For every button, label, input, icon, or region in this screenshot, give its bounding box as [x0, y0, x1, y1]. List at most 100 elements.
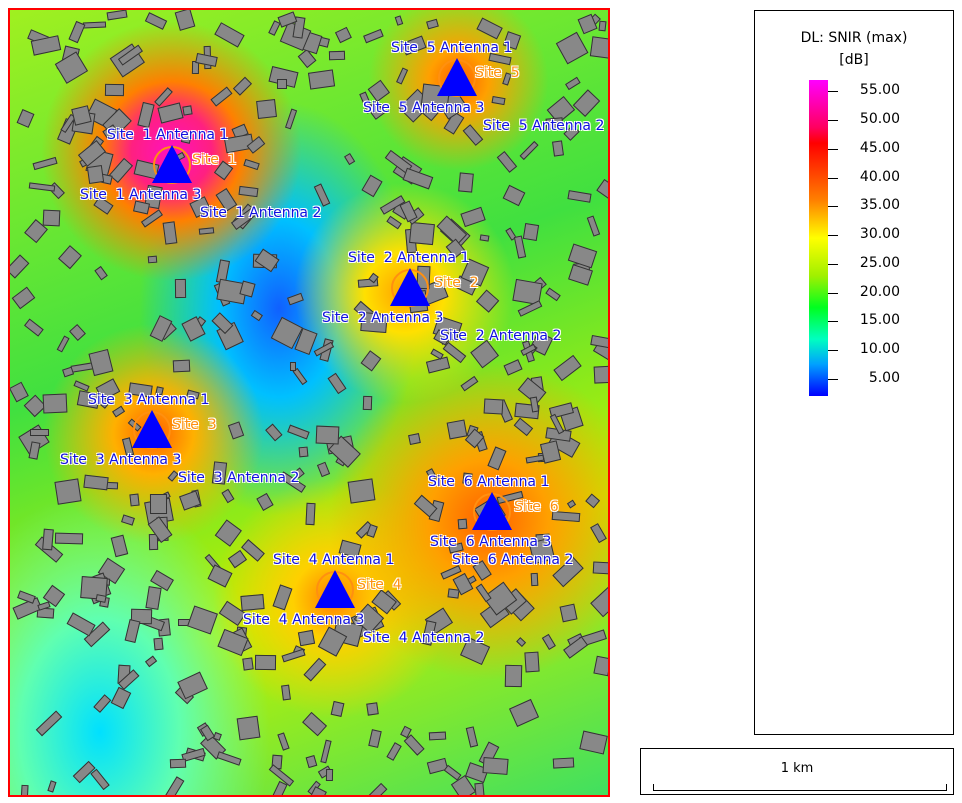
building: [227, 421, 244, 440]
building: [162, 220, 178, 245]
building: [402, 167, 433, 189]
site-label: Site 5: [475, 65, 520, 81]
building: [462, 124, 483, 147]
antenna-label: Site 6 Antenna 3: [430, 534, 552, 550]
building: [315, 425, 339, 444]
legend-tick: [828, 148, 838, 150]
site-label: Site 2: [434, 275, 479, 291]
building: [502, 185, 526, 207]
building: [144, 11, 168, 30]
building: [236, 715, 261, 740]
building: [43, 209, 61, 227]
building: [343, 153, 355, 166]
building: [589, 585, 608, 617]
building: [360, 350, 382, 372]
antenna-icon: [315, 570, 355, 609]
building: [328, 50, 346, 61]
building: [256, 98, 277, 119]
building: [496, 150, 518, 173]
legend-tick: [828, 120, 838, 122]
building: [565, 76, 582, 91]
antenna-label: Site 4 Antenna 3: [243, 612, 365, 628]
building: [172, 359, 190, 372]
building: [88, 348, 114, 377]
legend: DL: SNIR (max) [dB] 55.00 50.00 45.00 40.00 3…: [754, 10, 954, 735]
building: [362, 395, 372, 410]
legend-tick-label: 35.00: [859, 197, 900, 214]
building: [54, 533, 83, 546]
building: [207, 564, 233, 588]
building: [566, 190, 592, 203]
building: [282, 649, 307, 663]
legend-tick: [828, 321, 838, 323]
building: [175, 10, 196, 31]
antenna-label: Site 1 Antenna 2: [200, 205, 322, 221]
building: [460, 376, 480, 393]
legend-tick-label: 30.00: [859, 226, 900, 243]
building: [147, 255, 157, 264]
building: [157, 102, 185, 124]
antenna-label: Site 3 Antenna 3: [60, 452, 182, 468]
building: [541, 633, 556, 650]
building: [10, 254, 30, 279]
building: [395, 67, 408, 85]
antenna-label: Site 6 Antenna 2: [452, 552, 574, 568]
building: [347, 477, 376, 503]
site-label: Site 3: [172, 417, 217, 433]
legend-tick-label: 15.00: [859, 312, 900, 329]
building: [519, 141, 539, 161]
building: [238, 185, 259, 197]
building: [17, 590, 36, 604]
building: [366, 702, 379, 716]
building: [590, 522, 608, 544]
legend-tick-label: 50.00: [859, 111, 900, 128]
building: [298, 447, 309, 459]
legend-tick: [828, 292, 838, 294]
building: [476, 17, 503, 41]
antenna-label: Site 2 Antenna 3: [322, 310, 444, 326]
building: [285, 108, 298, 131]
building: [503, 358, 522, 376]
building: [465, 726, 479, 749]
building: [47, 780, 57, 793]
legend-tick-label: 20.00: [859, 283, 900, 300]
site-label: Site 6: [514, 499, 559, 515]
building: [598, 20, 607, 32]
building: [54, 50, 89, 85]
scale-label: 1 km: [780, 761, 814, 776]
building: [243, 158, 260, 171]
antenna-label: Site 2 Antenna 1: [348, 250, 470, 266]
building: [361, 174, 383, 198]
coverage-map[interactable]: Site 1 Antenna 1 Site 1 Site 1 Antenna 3…: [8, 8, 610, 797]
building: [525, 454, 545, 465]
building: [228, 549, 248, 569]
building: [10, 381, 29, 403]
building: [590, 334, 608, 349]
building: [174, 279, 186, 299]
building: [28, 441, 41, 460]
building: [16, 109, 35, 129]
building: [83, 474, 109, 491]
legend-tick-label: 55.00: [859, 82, 900, 99]
building: [191, 61, 200, 75]
building: [289, 362, 297, 372]
building: [144, 655, 157, 667]
building: [30, 429, 50, 437]
building: [385, 741, 402, 761]
building: [68, 323, 86, 341]
building: [555, 31, 589, 65]
building: [428, 731, 446, 741]
building: [367, 79, 390, 103]
building: [254, 654, 277, 670]
building: [425, 356, 450, 374]
building: [120, 514, 135, 526]
antenna-label: Site 3 Antenna 2: [178, 470, 300, 486]
building: [552, 140, 565, 157]
building: [239, 280, 256, 298]
legend-tick-label: 40.00: [859, 168, 900, 185]
building: [186, 605, 218, 635]
building: [522, 222, 540, 241]
building: [170, 758, 187, 769]
antenna-label: Site 1 Antenna 3: [80, 187, 202, 203]
building: [475, 289, 500, 313]
